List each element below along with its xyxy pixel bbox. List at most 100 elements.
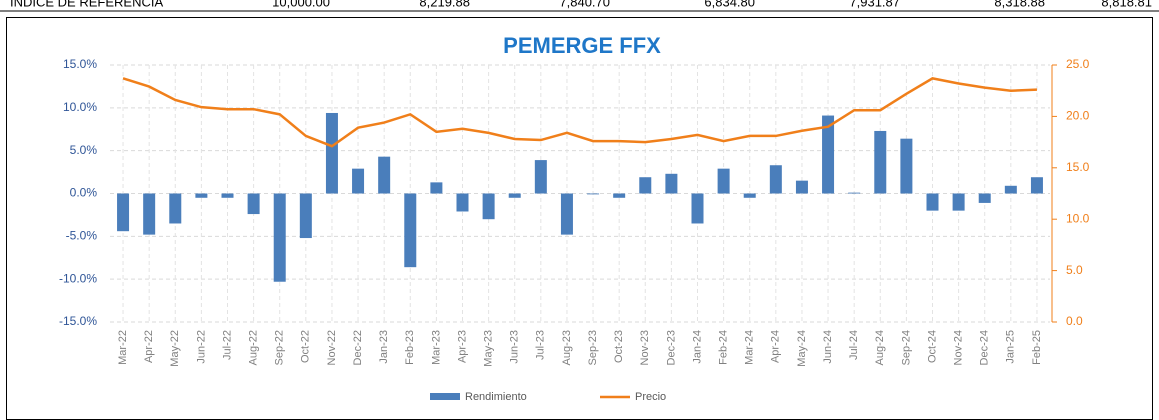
x-tick-label: Jul-22 bbox=[221, 330, 233, 360]
line bbox=[122, 77, 1037, 148]
bar bbox=[900, 138, 913, 194]
x-tick-label: May-23 bbox=[483, 330, 495, 367]
x-tick-label: Dec-22 bbox=[352, 330, 364, 365]
x-tick-label: Nov-23 bbox=[639, 330, 651, 365]
x-tick-label: Jan-23 bbox=[378, 330, 390, 364]
header-value: 6,834.80 bbox=[704, 0, 755, 9]
bar bbox=[143, 193, 156, 235]
header-value: 10,000.00 bbox=[272, 0, 330, 9]
y2-tick-label: 15.0 bbox=[1066, 160, 1090, 174]
x-tick-label: Jul-24 bbox=[848, 330, 860, 360]
bar bbox=[378, 156, 391, 194]
x-tick-label: Jan-24 bbox=[691, 330, 703, 364]
bar bbox=[848, 192, 861, 194]
bar bbox=[743, 193, 756, 198]
y2-tick-label: 10.0 bbox=[1066, 211, 1090, 225]
bar bbox=[273, 193, 286, 282]
x-tick-label: Mar-22 bbox=[117, 330, 129, 365]
x-tick-label: Nov-22 bbox=[326, 330, 338, 365]
bar bbox=[978, 193, 991, 203]
y2-tick-label: 0.0 bbox=[1066, 314, 1083, 328]
bar bbox=[195, 193, 208, 198]
bar bbox=[952, 193, 965, 211]
y-tick-label: -15.0% bbox=[59, 314, 97, 328]
bar bbox=[404, 193, 417, 268]
x-tick-label: Nov-24 bbox=[953, 330, 965, 365]
bar bbox=[639, 177, 652, 194]
legend-label: Rendimiento bbox=[465, 391, 527, 403]
bar bbox=[221, 193, 234, 198]
chart-title: PEMERGE FFX bbox=[503, 33, 661, 58]
y2-tick-label: 20.0 bbox=[1066, 109, 1090, 123]
x-tick-label: Apr-23 bbox=[456, 330, 468, 363]
x-tick-label: Dec-23 bbox=[665, 330, 677, 365]
x-tick-label: May-22 bbox=[169, 330, 181, 367]
legend-swatch bbox=[430, 393, 460, 400]
bar bbox=[117, 193, 130, 232]
header-row bbox=[0, 0, 1159, 11]
bar bbox=[587, 193, 600, 195]
x-tick-label: Jan-25 bbox=[1005, 330, 1017, 364]
bar bbox=[1030, 177, 1043, 194]
x-tick-label: Sep-24 bbox=[900, 330, 912, 365]
x-tick-label: Aug-23 bbox=[561, 330, 573, 365]
header-value: 7,931.87 bbox=[849, 0, 900, 9]
x-tick-label: Aug-22 bbox=[248, 330, 260, 365]
y-tick-label: 0.0% bbox=[70, 186, 98, 200]
bar bbox=[926, 193, 939, 211]
x-tick-label: Mar-24 bbox=[744, 330, 756, 365]
x-tick-label: Mar-23 bbox=[430, 330, 442, 365]
bar bbox=[508, 193, 521, 198]
y-tick-label: 5.0% bbox=[70, 143, 98, 157]
bar bbox=[430, 182, 443, 194]
bar bbox=[613, 193, 626, 198]
x-tick-label: Jun-22 bbox=[195, 330, 207, 364]
x-tick-label: Oct-24 bbox=[926, 330, 938, 363]
header-value: 7,840.70 bbox=[559, 0, 610, 9]
header-value: 8,818.81 bbox=[1101, 0, 1152, 9]
legend-label: Precio bbox=[635, 391, 666, 403]
bar bbox=[691, 193, 704, 224]
bar bbox=[325, 112, 338, 194]
x-tick-label: Jul-23 bbox=[535, 330, 547, 360]
bar bbox=[456, 193, 469, 212]
bar bbox=[717, 168, 730, 194]
bar bbox=[169, 193, 182, 224]
x-tick-label: Oct-23 bbox=[613, 330, 625, 363]
bar bbox=[769, 165, 782, 194]
bar bbox=[795, 180, 808, 194]
y2-tick-label: 5.0 bbox=[1066, 263, 1083, 277]
y2-tick-label: 25.0 bbox=[1066, 57, 1090, 71]
x-tick-label: Oct-22 bbox=[300, 330, 312, 363]
header-value: 8,318.88 bbox=[994, 0, 1045, 9]
bar bbox=[560, 193, 573, 235]
y-tick-label: 10.0% bbox=[63, 100, 97, 114]
y-tick-label: -5.0% bbox=[66, 229, 98, 243]
bar bbox=[874, 130, 887, 194]
bar bbox=[352, 168, 365, 194]
bar bbox=[299, 193, 312, 239]
x-tick-label: Feb-23 bbox=[404, 330, 416, 365]
y-tick-label: 15.0% bbox=[63, 57, 97, 71]
x-tick-label: Jun-23 bbox=[509, 330, 521, 364]
x-tick-label: Apr-22 bbox=[143, 330, 155, 363]
bar bbox=[665, 173, 678, 194]
y-tick-label: -10.0% bbox=[59, 271, 97, 285]
bar bbox=[247, 193, 260, 215]
bar bbox=[822, 115, 835, 194]
x-tick-label: Sep-22 bbox=[274, 330, 286, 365]
bar bbox=[482, 193, 495, 220]
bar bbox=[534, 160, 547, 194]
x-tick-label: Sep-23 bbox=[587, 330, 599, 365]
x-tick-label: May-24 bbox=[796, 330, 808, 367]
header-label: INDICE DE REFERENCIA bbox=[10, 0, 163, 9]
x-tick-label: Aug-24 bbox=[874, 330, 886, 365]
x-tick-label: Apr-24 bbox=[770, 330, 782, 363]
x-tick-label: Feb-24 bbox=[718, 330, 730, 365]
x-tick-label: Jun-24 bbox=[822, 330, 834, 364]
x-tick-label: Feb-25 bbox=[1031, 330, 1043, 365]
x-tick-label: Dec-24 bbox=[979, 330, 991, 365]
bar bbox=[1004, 185, 1017, 194]
